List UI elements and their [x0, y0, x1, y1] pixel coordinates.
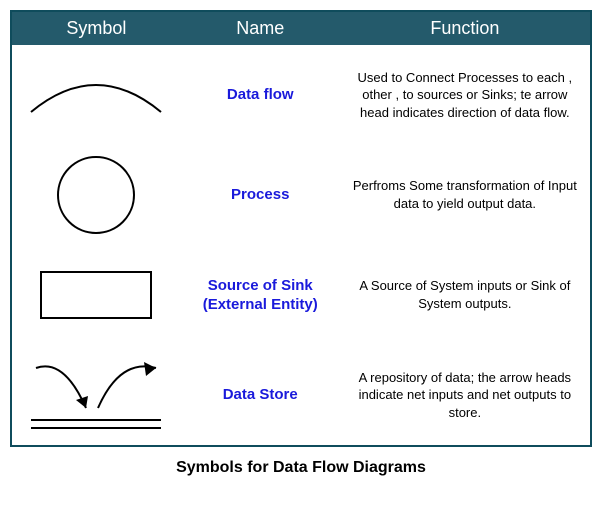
datastore-icon: [16, 350, 176, 440]
row-name: Process: [181, 185, 340, 205]
rect-icon: [26, 260, 166, 330]
col-header-name: Name: [181, 12, 340, 45]
row-function: A repository of data; the arrow heads in…: [340, 363, 590, 428]
dfd-symbols-table: Symbol Name Function Data flow Used to C…: [10, 10, 592, 447]
row-function: Used to Connect Processes to each , othe…: [340, 63, 590, 128]
symbol-cell: [12, 260, 181, 330]
row-name: Source of Sink (External Entity): [181, 276, 340, 315]
symbol-cell: [12, 350, 181, 440]
row-name: Data flow: [181, 85, 340, 105]
symbol-cell: [12, 150, 181, 240]
symbol-cell: [12, 70, 181, 120]
col-header-function: Function: [340, 12, 590, 45]
table-row: Process Perfroms Some transformation of …: [12, 145, 590, 245]
table-caption: Symbols for Data Flow Diagrams: [10, 447, 592, 477]
table-body: Data flow Used to Connect Processes to e…: [12, 45, 590, 445]
row-function: A Source of System inputs or Sink of Sys…: [340, 271, 590, 318]
row-name: Data Store: [181, 385, 340, 405]
row-function: Perfroms Some transformation of Input da…: [340, 171, 590, 218]
table-row: Data Store A repository of data; the arr…: [12, 345, 590, 445]
col-header-symbol: Symbol: [12, 12, 181, 45]
circle-icon: [46, 150, 146, 240]
table-row: Data flow Used to Connect Processes to e…: [12, 45, 590, 145]
arc-icon: [21, 70, 171, 120]
table-row: Source of Sink (External Entity) A Sourc…: [12, 245, 590, 345]
table-header: Symbol Name Function: [12, 12, 590, 45]
